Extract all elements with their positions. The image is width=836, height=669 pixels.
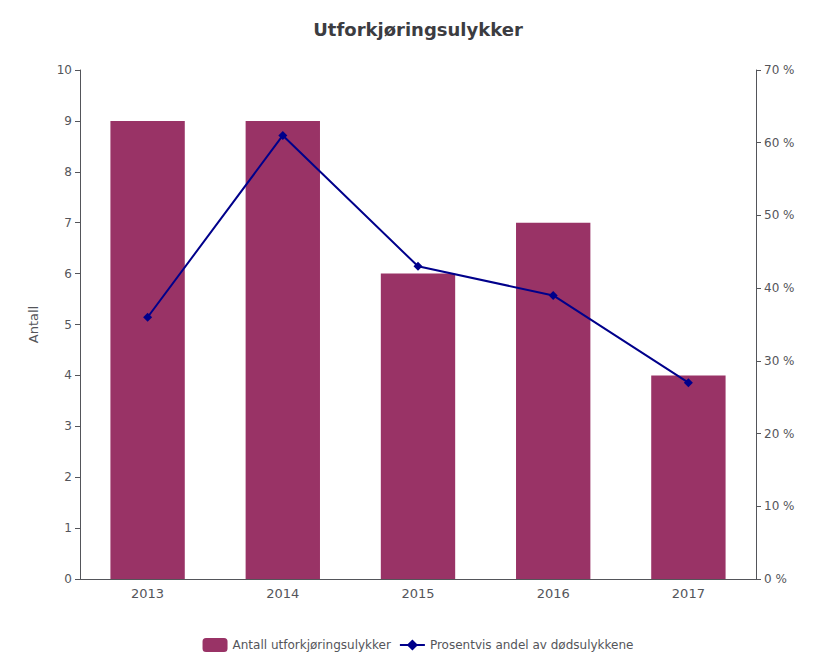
svg-text:2014: 2014 xyxy=(266,586,299,601)
svg-text:50 %: 50 % xyxy=(764,208,795,222)
svg-text:Utforkjøringsulykker: Utforkjøringsulykker xyxy=(313,19,523,40)
svg-text:Antall: Antall xyxy=(26,306,41,343)
svg-text:0: 0 xyxy=(64,572,72,586)
svg-text:9: 9 xyxy=(64,114,72,128)
svg-text:10 %: 10 % xyxy=(764,499,795,513)
svg-text:8: 8 xyxy=(64,165,72,179)
svg-text:0 %: 0 % xyxy=(764,572,787,586)
svg-text:70 %: 70 % xyxy=(764,63,795,77)
svg-text:2: 2 xyxy=(64,470,72,484)
svg-text:2016: 2016 xyxy=(537,586,570,601)
svg-text:Antall utforkjøringsulykker: Antall utforkjøringsulykker xyxy=(233,638,391,652)
svg-text:4: 4 xyxy=(64,368,72,382)
svg-text:30 %: 30 % xyxy=(764,354,795,368)
svg-text:2013: 2013 xyxy=(131,586,164,601)
svg-text:1: 1 xyxy=(64,521,72,535)
svg-text:7: 7 xyxy=(64,216,72,230)
svg-text:2015: 2015 xyxy=(401,586,434,601)
svg-text:20 %: 20 % xyxy=(764,427,795,441)
svg-text:40 %: 40 % xyxy=(764,281,795,295)
svg-text:10: 10 xyxy=(57,63,72,77)
svg-text:6: 6 xyxy=(64,267,72,281)
svg-text:60 %: 60 % xyxy=(764,136,795,150)
svg-text:Prosentvis andel av dødsulykke: Prosentvis andel av dødsulykkene xyxy=(430,638,634,652)
svg-text:2017: 2017 xyxy=(672,586,705,601)
svg-text:5: 5 xyxy=(64,318,72,332)
svg-text:3: 3 xyxy=(64,419,72,433)
